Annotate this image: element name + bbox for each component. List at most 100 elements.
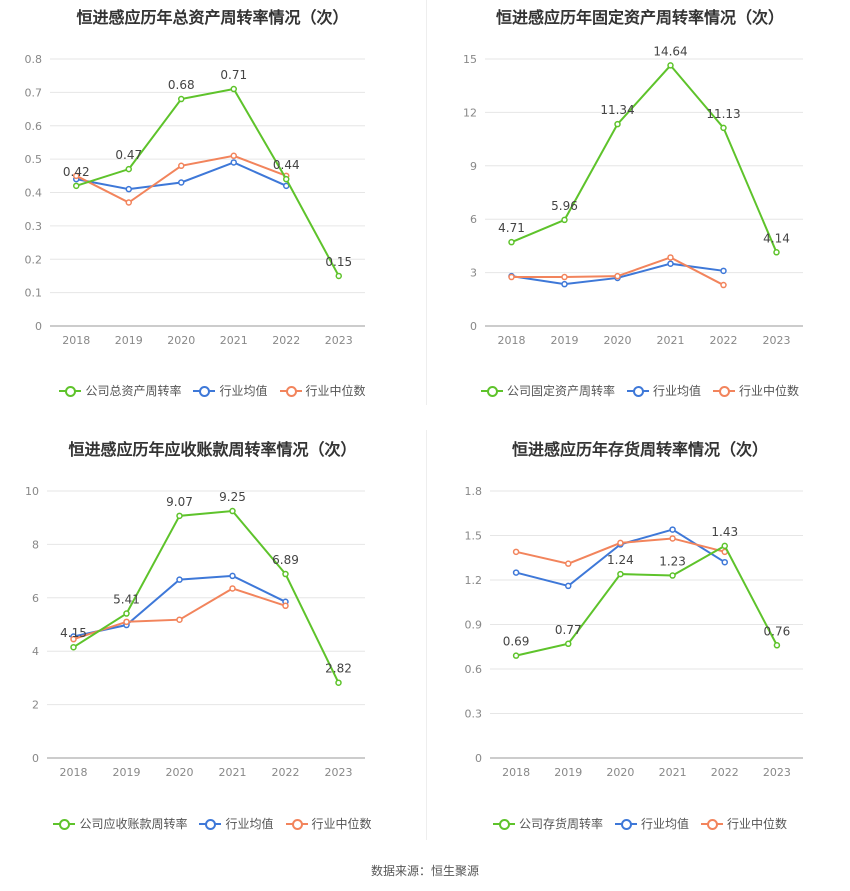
- legend-item-avg[interactable]: 行业均值: [626, 382, 701, 399]
- legend-marker-icon: [199, 818, 222, 830]
- data-point-company: [617, 570, 624, 578]
- y-tick-label: 0.3: [25, 220, 43, 233]
- legend-marker-icon: [480, 385, 503, 397]
- x-tick-label: 2019: [113, 766, 141, 779]
- legend-label: 行业中位数: [727, 817, 788, 831]
- data-label: 2.82: [325, 662, 352, 676]
- data-label: 0.44: [273, 158, 300, 172]
- data-point-median: [617, 539, 624, 547]
- legend-item-avg[interactable]: 行业均值: [614, 815, 689, 832]
- data-point-company: [512, 652, 520, 659]
- legend-item-avg[interactable]: 行业均值: [199, 815, 274, 832]
- chart-title: 恒进感应历年应收账款周转率情况（次）: [68, 440, 357, 459]
- legend-item-median[interactable]: 行业中位数: [713, 382, 799, 399]
- legend-item-median[interactable]: 行业中位数: [279, 382, 366, 399]
- legend-label: 行业中位数: [739, 384, 800, 398]
- legend-label: 行业均值: [652, 384, 701, 398]
- x-tick-label: 2022: [272, 766, 300, 779]
- data-point-avg: [178, 179, 185, 186]
- data-point-median: [229, 585, 236, 592]
- x-tick-label: 2022: [710, 334, 738, 347]
- data-point-company: [70, 643, 77, 651]
- total-asset-turnover-chart: 0 0.1 0.2 0.3 0.4 0.5 0.6 0.7 0.8 2018 2019 2020 202…: [25, 53, 365, 347]
- legend-label: 公司应收账款周转率: [79, 817, 188, 831]
- data-point-avg: [565, 582, 572, 590]
- data-label: 0.76: [764, 624, 791, 638]
- data-label: 1.23: [659, 555, 686, 569]
- data-label: 14.64: [653, 44, 687, 58]
- total-asset-turnover-panel: 恒进感应历年总资产周转率情况（次） 0 0.1 0.2 0.3 0.4 0.5 0.6 0.7…: [0, 0, 425, 410]
- x-tick-label: 2021: [657, 334, 685, 347]
- x-tick-label: 2020: [604, 334, 632, 347]
- y-tick-label: 9: [470, 160, 477, 173]
- data-point-company: [773, 642, 781, 649]
- data-point-company: [508, 238, 515, 246]
- data-point-company: [178, 95, 185, 103]
- x-tick-label: 2023: [325, 334, 353, 347]
- x-tick-label: 2020: [167, 334, 195, 347]
- data-label: 1.43: [711, 525, 738, 539]
- legend-label: 行业中位数: [305, 384, 366, 398]
- data-label: 0.77: [555, 623, 582, 637]
- legend-label: 行业中位数: [311, 817, 372, 831]
- x-tick-label: 2019: [554, 766, 582, 779]
- data-point-median: [512, 548, 520, 556]
- data-point-company: [565, 640, 572, 648]
- x-tick-label: 2018: [60, 766, 88, 779]
- data-point-avg: [229, 572, 236, 580]
- data-point-company: [176, 512, 183, 520]
- data-point-company: [667, 62, 674, 69]
- y-tick-label: 0: [475, 752, 482, 765]
- y-tick-label: 0.5: [25, 153, 43, 166]
- y-tick-label: 4: [32, 645, 39, 658]
- data-point-company: [335, 679, 342, 686]
- legend-label: 公司总资产周转率: [85, 384, 182, 398]
- data-label: 4.71: [498, 221, 525, 235]
- legend-item-median[interactable]: 行业中位数: [701, 815, 787, 832]
- data-point-median: [123, 618, 130, 626]
- legend-marker-icon: [492, 818, 515, 830]
- legend-item-company[interactable]: 公司应收账款周转率: [53, 815, 187, 832]
- y-tick-label: 0.6: [465, 663, 483, 676]
- data-point-company: [669, 572, 676, 579]
- legend-marker-icon: [626, 385, 649, 397]
- y-tick-label: 0: [32, 752, 39, 765]
- y-tick-label: 0.2: [25, 253, 43, 266]
- data-label: 4.14: [763, 231, 790, 245]
- data-label: 0.15: [325, 255, 352, 269]
- y-tick-label: 3: [470, 267, 477, 280]
- legend-label: 公司固定资产周转率: [506, 384, 615, 398]
- legend-item-company[interactable]: 公司总资产周转率: [59, 382, 181, 399]
- legend-marker-icon: [59, 385, 82, 397]
- x-tick-label: 2022: [272, 334, 300, 347]
- x-tick-label: 2021: [220, 334, 248, 347]
- panel-divider: [426, 430, 427, 840]
- y-tick-label: 10: [25, 485, 39, 498]
- legend-label: 公司存货周转率: [518, 817, 603, 831]
- legend-item-median[interactable]: 行业中位数: [285, 815, 372, 832]
- data-point-company: [125, 165, 132, 173]
- y-tick-label: 6: [470, 213, 477, 226]
- data-point-company: [230, 85, 237, 93]
- data-point-company: [773, 249, 780, 256]
- data-point-avg: [720, 267, 727, 275]
- legend-marker-icon: [713, 385, 735, 397]
- data-point-avg: [561, 280, 568, 288]
- data-point-median: [230, 152, 237, 160]
- inventory-turnover-chart: 0 0.3 0.6 0.9 1.2 1.5 1.8 2018 2019 2020 2021 2022 2…: [465, 485, 803, 779]
- y-tick-label: 1.5: [465, 530, 483, 543]
- y-tick-label: 0.3: [465, 708, 483, 721]
- data-point-median: [508, 273, 515, 281]
- legend-item-avg[interactable]: 行业均值: [193, 382, 268, 399]
- data-point-avg: [230, 159, 237, 166]
- data-point-median: [282, 602, 289, 610]
- data-point-avg: [512, 569, 520, 576]
- data-point-avg: [669, 526, 676, 533]
- legend-item-company[interactable]: 公司存货周转率: [492, 815, 603, 832]
- chart-legend: 公司固定资产周转率 行业均值 行业中位数: [430, 382, 850, 400]
- data-label: 5.41: [113, 593, 140, 607]
- legend-item-company[interactable]: 公司固定资产周转率: [480, 382, 615, 399]
- data-label: 4.15: [60, 626, 87, 640]
- x-tick-label: 2023: [763, 766, 791, 779]
- data-label: 5.96: [551, 199, 578, 213]
